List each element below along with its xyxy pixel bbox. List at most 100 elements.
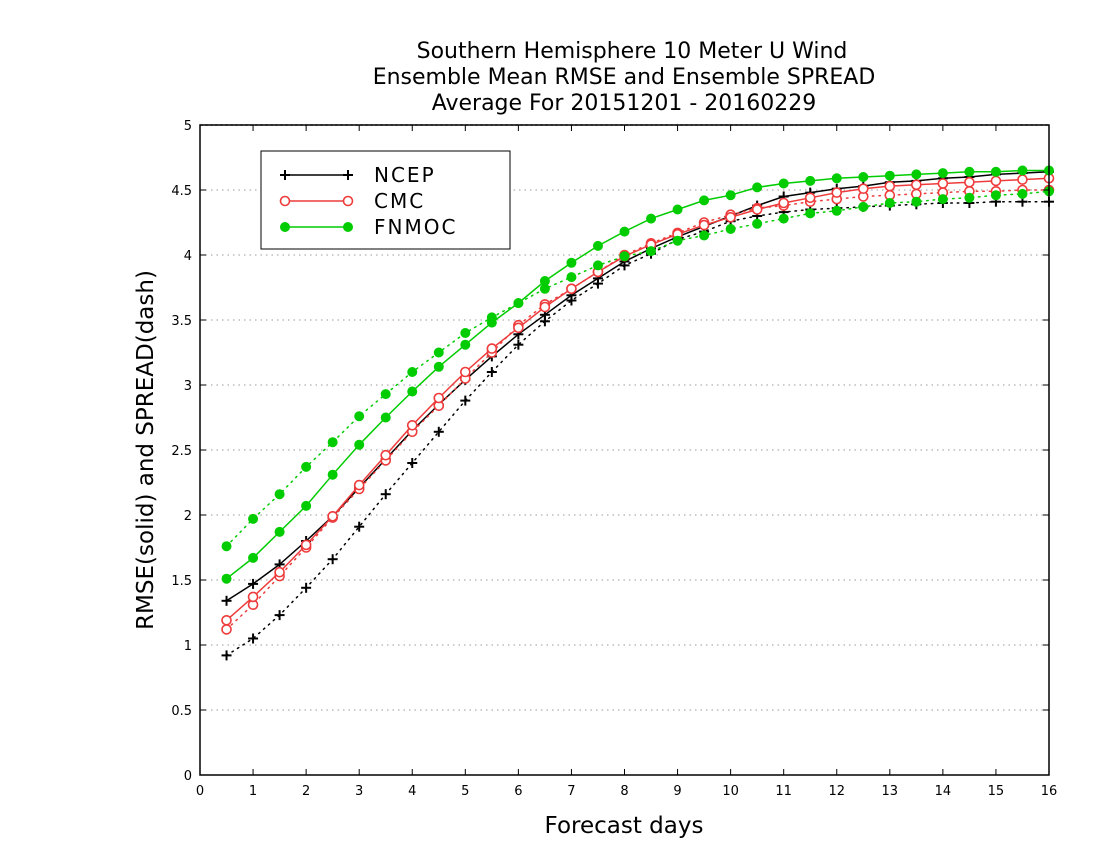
point-fnmoc-spread-18 bbox=[699, 230, 710, 241]
x-axis-label: Forecast days bbox=[545, 813, 704, 839]
point-fnmoc-spread-0 bbox=[221, 541, 232, 552]
point-fnmoc-spread-8 bbox=[433, 347, 444, 358]
y-tick-label-1: 0.5 bbox=[171, 704, 192, 719]
point-fnmoc-rmse-4 bbox=[327, 469, 338, 480]
legend-label-ncep: NCEP bbox=[374, 163, 436, 187]
point-fnmoc-rmse-26 bbox=[911, 169, 922, 180]
point-fnmoc-rmse-18 bbox=[699, 195, 710, 206]
point-fnmoc-rmse-19 bbox=[725, 190, 736, 201]
x-tick-label-3: 3 bbox=[355, 784, 363, 799]
point-cmc-rmse-13 bbox=[566, 283, 577, 295]
x-tick-label-14: 14 bbox=[935, 784, 952, 799]
point-fnmoc-spread-6 bbox=[380, 389, 391, 400]
point-cmc-rmse-18 bbox=[698, 219, 710, 231]
x-tick-label-11: 11 bbox=[775, 784, 792, 799]
x-tick-label-7: 7 bbox=[567, 784, 575, 799]
point-fnmoc-rmse-12 bbox=[539, 276, 550, 286]
point-cmc-rmse-10 bbox=[486, 343, 498, 354]
title-line-1: Southern Hemisphere 10 Meter U Wind bbox=[417, 39, 848, 64]
y-tick-label-7: 3.5 bbox=[171, 314, 192, 329]
legend-marker-right-fnmoc bbox=[343, 222, 353, 232]
point-fnmoc-spread-2 bbox=[274, 489, 285, 500]
point-fnmoc-rmse-11 bbox=[513, 298, 524, 309]
point-fnmoc-rmse-15 bbox=[619, 226, 630, 237]
point-cmc-rmse-4 bbox=[327, 510, 338, 522]
y-axis-label: RMSE(solid) and SPREAD(dash) bbox=[133, 270, 159, 630]
point-ncep-spread-0 bbox=[221, 650, 232, 661]
point-fnmoc-spread-24 bbox=[858, 201, 869, 212]
point-fnmoc-rmse-13 bbox=[566, 257, 577, 268]
chart-title: Southern Hemisphere 10 Meter U Wind Ense… bbox=[373, 39, 876, 116]
point-ncep-spread-6 bbox=[380, 489, 391, 500]
point-fnmoc-spread-3 bbox=[301, 461, 312, 472]
point-fnmoc-rmse-29 bbox=[990, 166, 1001, 177]
point-fnmoc-rmse-10 bbox=[486, 317, 497, 328]
point-fnmoc-rmse-22 bbox=[805, 175, 816, 186]
point-cmc-rmse-27 bbox=[937, 178, 949, 189]
point-ncep-spread-11 bbox=[513, 339, 524, 350]
point-fnmoc-rmse-16 bbox=[646, 213, 657, 224]
point-cmc-rmse-6 bbox=[380, 449, 392, 461]
y-tick-label-8: 4 bbox=[184, 249, 192, 264]
point-cmc-rmse-24 bbox=[857, 183, 869, 194]
point-fnmoc-rmse-27 bbox=[937, 168, 948, 179]
point-fnmoc-rmse-1 bbox=[248, 552, 259, 563]
point-fnmoc-spread-20 bbox=[752, 218, 763, 229]
title-line-3: Average For 20151201 - 20160229 bbox=[432, 91, 817, 116]
point-fnmoc-spread-29 bbox=[990, 190, 1001, 201]
point-ncep-spread-9 bbox=[460, 395, 471, 406]
legend-label-cmc: CMC bbox=[374, 189, 425, 213]
point-cmc-rmse-8 bbox=[433, 392, 445, 404]
point-cmc-rmse-29 bbox=[990, 175, 1002, 187]
legend-marker-left-fnmoc bbox=[280, 222, 290, 232]
y-tick-label-4: 2 bbox=[184, 509, 192, 524]
y-tick-label-5: 2.5 bbox=[171, 444, 192, 459]
point-fnmoc-rmse-8 bbox=[433, 361, 444, 372]
x-tick-label-12: 12 bbox=[828, 784, 845, 799]
point-cmc-rmse-23 bbox=[831, 187, 843, 198]
point-cmc-rmse-2 bbox=[274, 566, 285, 578]
x-tick-label-4: 4 bbox=[408, 784, 416, 799]
point-fnmoc-spread-7 bbox=[407, 367, 418, 377]
point-ncep-spread-5 bbox=[354, 521, 365, 532]
point-cmc-rmse-19 bbox=[725, 212, 736, 223]
point-fnmoc-rmse-0 bbox=[221, 573, 232, 584]
point-fnmoc-spread-22 bbox=[805, 208, 816, 219]
point-fnmoc-spread-9 bbox=[460, 328, 471, 338]
point-fnmoc-spread-14 bbox=[592, 260, 603, 271]
series-lines bbox=[221, 165, 1055, 661]
legend-marker-left-cmc bbox=[279, 195, 291, 207]
point-fnmoc-spread-16 bbox=[646, 246, 657, 257]
x-tick-label-2: 2 bbox=[302, 784, 310, 799]
point-ncep-spread-3 bbox=[301, 582, 312, 593]
point-fnmoc-rmse-25 bbox=[884, 170, 895, 181]
point-fnmoc-rmse-30 bbox=[1017, 165, 1028, 176]
point-ncep-spread-1 bbox=[248, 633, 259, 644]
point-fnmoc-rmse-17 bbox=[672, 204, 683, 215]
point-fnmoc-spread-13 bbox=[566, 272, 577, 283]
point-cmc-rmse-0 bbox=[221, 614, 232, 626]
point-fnmoc-rmse-2 bbox=[274, 526, 285, 537]
point-fnmoc-spread-17 bbox=[672, 235, 683, 246]
legend-marker-left-ncep bbox=[280, 170, 290, 180]
point-fnmoc-rmse-3 bbox=[301, 500, 312, 511]
point-fnmoc-rmse-7 bbox=[407, 386, 418, 397]
x-tick-label-13: 13 bbox=[882, 784, 899, 799]
point-fnmoc-rmse-20 bbox=[752, 182, 763, 193]
point-ncep-spread-4 bbox=[327, 554, 338, 565]
point-fnmoc-rmse-9 bbox=[460, 339, 471, 350]
y-tick-label-2: 1 bbox=[184, 639, 192, 654]
point-cmc-rmse-20 bbox=[751, 204, 763, 215]
x-tick-label-10: 10 bbox=[722, 784, 739, 799]
x-tick-label-0: 0 bbox=[196, 784, 204, 799]
point-fnmoc-spread-15 bbox=[619, 251, 630, 262]
point-cmc-rmse-1 bbox=[247, 591, 259, 603]
point-cmc-rmse-12 bbox=[539, 301, 551, 313]
point-cmc-rmse-5 bbox=[353, 479, 365, 491]
series-ncep-spread-line bbox=[225, 200, 1050, 657]
point-cmc-rmse-3 bbox=[300, 539, 312, 551]
legend-box bbox=[260, 150, 511, 250]
point-fnmoc-spread-1 bbox=[248, 513, 259, 524]
point-cmc-rmse-7 bbox=[406, 419, 418, 431]
